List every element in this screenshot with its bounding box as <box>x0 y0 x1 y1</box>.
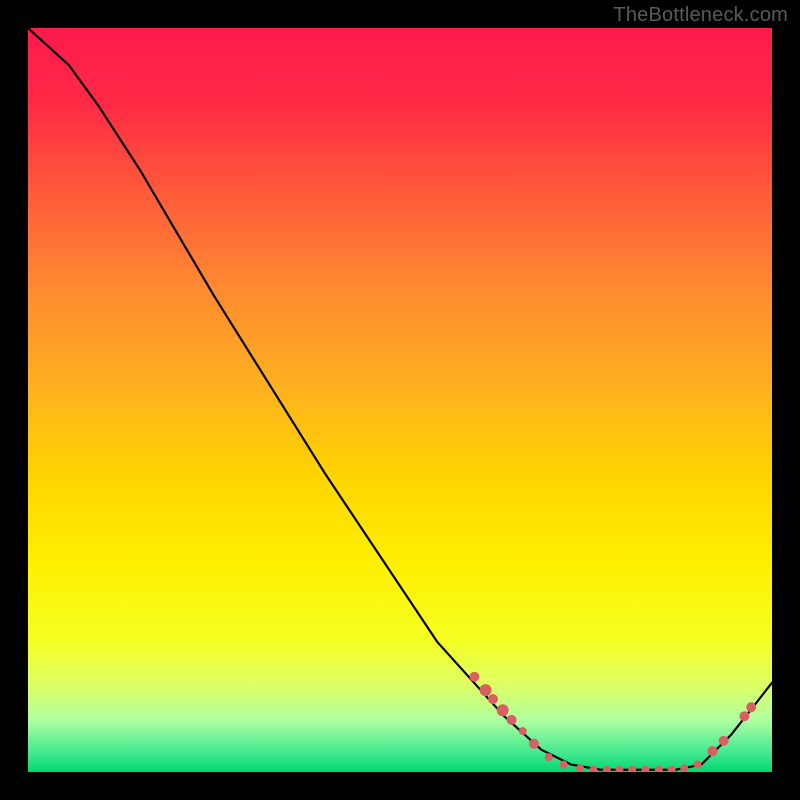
bottleneck-curve-chart <box>28 28 772 772</box>
data-marker <box>739 711 749 721</box>
data-marker <box>719 736 729 746</box>
data-marker <box>488 694 498 704</box>
gradient-background <box>28 28 772 772</box>
data-marker <box>480 684 492 696</box>
data-marker <box>507 715 517 725</box>
data-marker <box>680 764 688 772</box>
data-marker <box>469 672 479 682</box>
data-marker <box>560 761 568 769</box>
data-marker <box>519 727 527 735</box>
chart-container: TheBottleneck.com <box>0 0 800 800</box>
data-marker <box>529 739 539 749</box>
data-marker <box>497 704 509 716</box>
watermark-text: TheBottleneck.com <box>613 4 788 27</box>
data-marker <box>746 702 756 712</box>
data-marker <box>576 764 584 772</box>
data-marker <box>545 753 553 761</box>
plot-area <box>28 28 772 772</box>
data-marker <box>694 761 702 769</box>
data-marker <box>707 746 717 756</box>
